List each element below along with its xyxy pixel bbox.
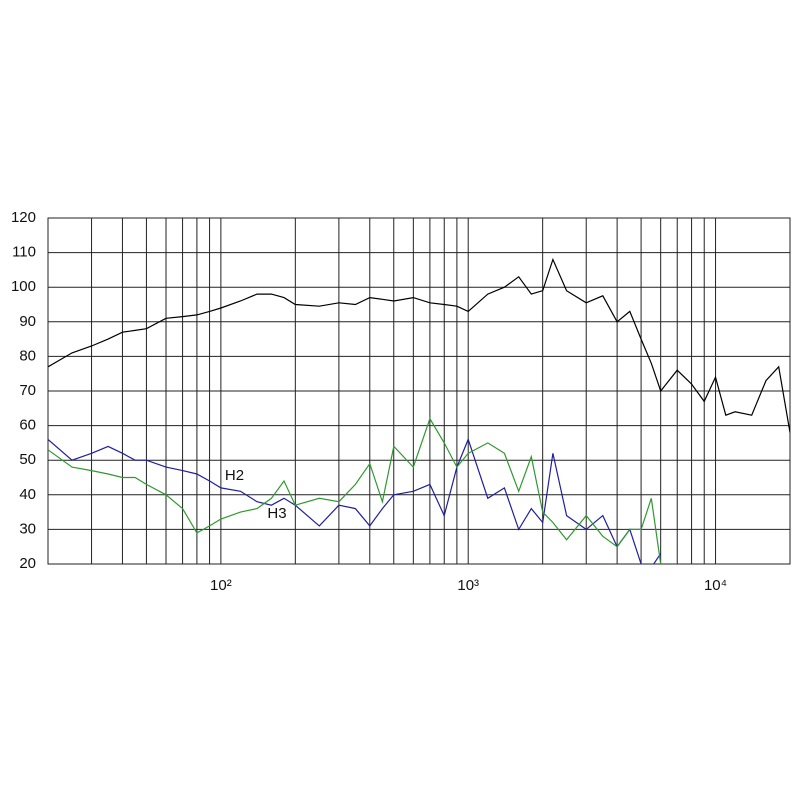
y-tick-label: 90 xyxy=(19,313,36,330)
plot-border xyxy=(47,217,791,565)
x-tick-label: 10⁴ xyxy=(704,577,727,594)
x-tick-label: 10² xyxy=(210,577,232,594)
y-tick-label: 100 xyxy=(11,278,36,295)
series-line xyxy=(48,417,662,564)
series-label: H2 xyxy=(225,467,244,484)
series-line xyxy=(48,437,662,564)
plot-area xyxy=(48,257,790,564)
y-tick-label: 70 xyxy=(19,382,36,399)
series-label: H3 xyxy=(267,505,286,522)
y-tick-label: 120 xyxy=(11,209,36,226)
y-tick-label: 110 xyxy=(12,244,36,261)
y-tick-label: 20 xyxy=(19,555,36,572)
y-tick-label: 40 xyxy=(19,486,36,503)
y-tick-label: 60 xyxy=(19,417,36,434)
series-line xyxy=(48,257,790,433)
y-tick-label: 50 xyxy=(19,451,36,468)
x-tick-label: 10³ xyxy=(457,577,479,594)
y-tick-label: 80 xyxy=(19,347,36,364)
y-tick-label: 30 xyxy=(19,520,36,537)
